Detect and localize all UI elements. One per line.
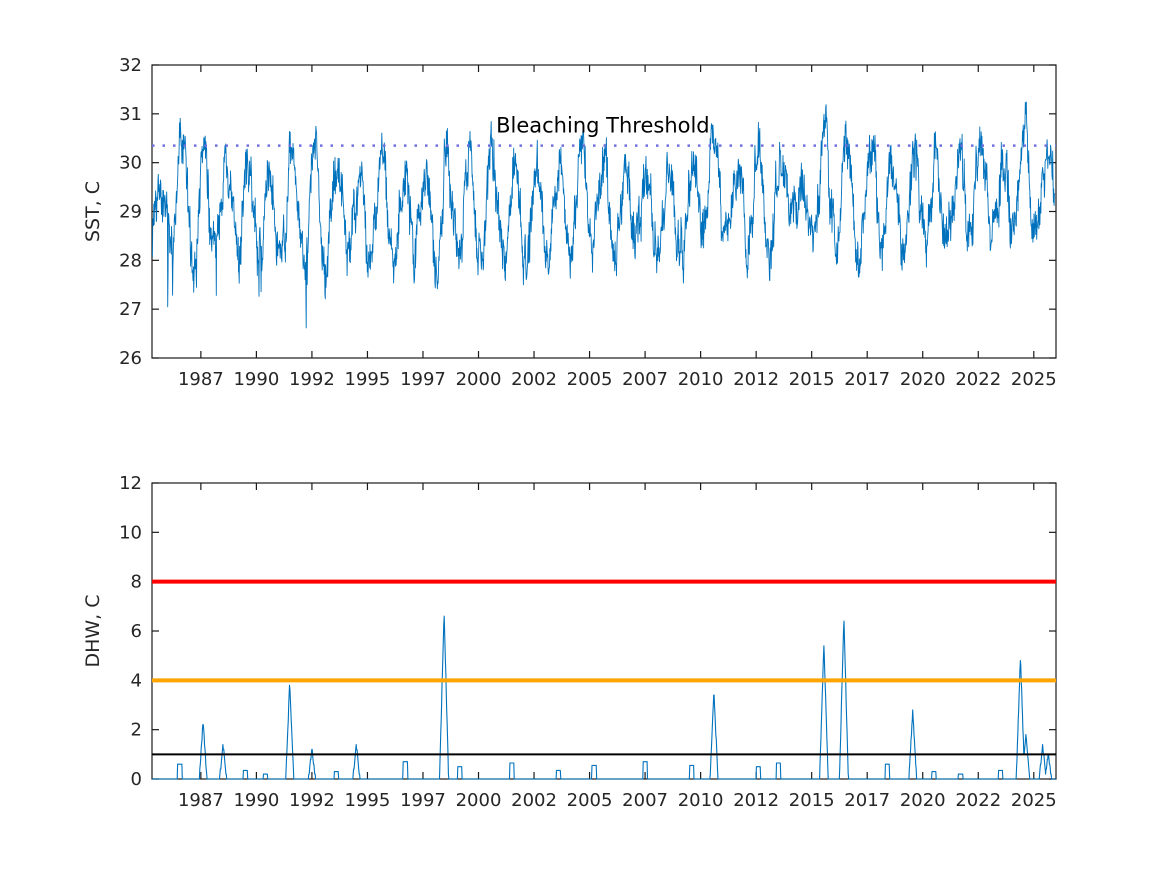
- y-tick-label: 28: [119, 250, 142, 271]
- x-tick-label: 2015: [789, 369, 835, 390]
- x-tick-label: 1990: [233, 790, 279, 811]
- x-tick-label: 1990: [233, 369, 279, 390]
- x-tick-label: 2005: [567, 369, 613, 390]
- x-tick-label: 2017: [844, 369, 890, 390]
- y-tick-label: 6: [131, 621, 142, 642]
- x-tick-label: 2010: [678, 369, 724, 390]
- y-tick-label: 12: [119, 473, 142, 494]
- y-tick-label: 31: [119, 104, 142, 125]
- x-tick-label: 1995: [345, 369, 391, 390]
- y-tick-label: 30: [119, 153, 142, 174]
- x-tick-label: 2025: [1011, 369, 1057, 390]
- x-tick-label: 1987: [178, 790, 224, 811]
- dhw-plot: 1987 1990 1992 1995 1997 2000 2002 2005 2007 2010…: [82, 473, 1057, 811]
- x-tick-label: 2002: [511, 790, 557, 811]
- x-tick-label: 2015: [789, 790, 835, 811]
- x-tick-label: 2020: [900, 790, 946, 811]
- x-tick-label: 2012: [733, 369, 779, 390]
- y-tick-label: 4: [131, 670, 142, 691]
- x-tick-label: 1997: [400, 369, 446, 390]
- x-tick-label: 2000: [456, 790, 502, 811]
- x-tick-label: 2017: [844, 790, 890, 811]
- x-tick-label: 1997: [400, 790, 446, 811]
- x-tick-label: 2000: [456, 369, 502, 390]
- y-tick-label: 27: [119, 299, 142, 320]
- x-tick-label: 1995: [345, 790, 391, 811]
- x-tick-label: 2022: [955, 369, 1001, 390]
- x-tick-label: 2002: [511, 369, 557, 390]
- x-tick-label: 2025: [1011, 790, 1057, 811]
- y-tick-label: 10: [119, 522, 142, 543]
- x-tick-label: 2005: [567, 790, 613, 811]
- y-tick-label: 32: [119, 55, 142, 76]
- y-tick-label: 8: [131, 572, 142, 593]
- y-tick-label: 2: [131, 720, 142, 741]
- x-tick-label: 2010: [678, 790, 724, 811]
- dhw-series-line: [151, 615, 1056, 780]
- dhw-y-axis-label: DHW, C: [82, 594, 104, 667]
- y-tick-label: 29: [119, 202, 142, 223]
- bleaching-threshold-label: Bleaching Threshold: [496, 113, 710, 137]
- sst-y-axis-label: SST, C: [82, 181, 104, 242]
- y-tick-label: 0: [131, 769, 142, 790]
- x-tick-label: 1987: [178, 369, 224, 390]
- x-tick-label: 2020: [900, 369, 946, 390]
- x-tick-label: 1992: [289, 369, 335, 390]
- x-tick-label: 2007: [622, 369, 668, 390]
- x-tick-label: 2012: [733, 790, 779, 811]
- x-tick-label: 2022: [955, 790, 1001, 811]
- sst-series-line: [151, 101, 1056, 329]
- x-tick-label: 2007: [622, 790, 668, 811]
- sst-plot: 1987 1990 1992 1995 1997 2000 2002 2005 2007 2010…: [82, 55, 1057, 390]
- y-tick-label: 26: [119, 348, 142, 369]
- x-tick-label: 1992: [289, 790, 335, 811]
